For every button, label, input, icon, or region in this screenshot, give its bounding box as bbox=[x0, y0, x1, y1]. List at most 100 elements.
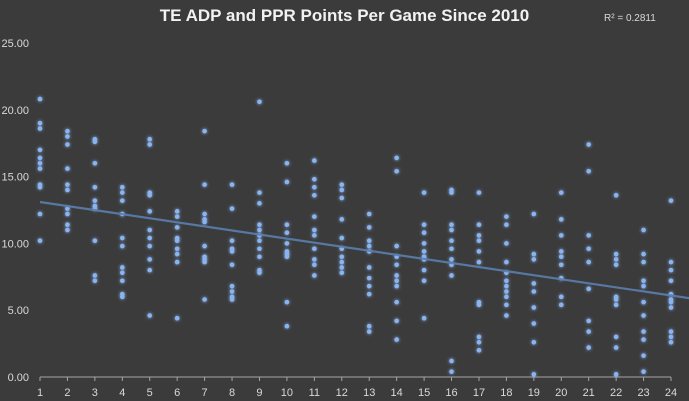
data-point bbox=[586, 286, 591, 292]
x-tick-label: 15 bbox=[418, 387, 430, 399]
data-point bbox=[202, 182, 207, 187]
data-point bbox=[257, 99, 262, 105]
data-point bbox=[312, 214, 317, 219]
trendline bbox=[39, 200, 689, 300]
data-point bbox=[202, 211, 207, 217]
data-point bbox=[284, 241, 290, 246]
data-point bbox=[174, 246, 180, 252]
data-point bbox=[312, 227, 317, 233]
data-point bbox=[229, 238, 235, 244]
data-point bbox=[120, 265, 125, 270]
data-point bbox=[147, 267, 153, 273]
data-point bbox=[257, 222, 262, 227]
data-point bbox=[613, 251, 619, 257]
data-point bbox=[421, 249, 427, 254]
data-point bbox=[366, 275, 372, 281]
data-point bbox=[339, 270, 345, 276]
data-point bbox=[37, 211, 43, 217]
data-point bbox=[421, 222, 427, 227]
data-point bbox=[394, 155, 399, 161]
data-point bbox=[229, 289, 235, 294]
data-point bbox=[174, 251, 180, 257]
data-point bbox=[312, 158, 317, 163]
chart-title: TE ADP and PPR Points Per Game Since 201… bbox=[159, 6, 530, 25]
x-tick-label: 9 bbox=[256, 387, 262, 399]
data-point bbox=[147, 193, 153, 198]
data-point bbox=[558, 254, 564, 260]
data-point bbox=[449, 369, 454, 374]
y-tick-label: 20.00 bbox=[1, 105, 29, 117]
data-point bbox=[641, 278, 646, 284]
data-point bbox=[202, 259, 207, 265]
data-point bbox=[257, 190, 262, 195]
data-point bbox=[339, 235, 345, 241]
data-point bbox=[504, 302, 509, 308]
data-point bbox=[641, 299, 646, 305]
data-point bbox=[65, 142, 70, 147]
data-point bbox=[586, 168, 591, 174]
data-point bbox=[668, 198, 674, 203]
data-point bbox=[531, 305, 537, 310]
y-tick-label: 10.00 bbox=[1, 238, 29, 250]
data-point bbox=[174, 238, 180, 244]
data-point bbox=[641, 227, 646, 233]
data-point bbox=[37, 238, 43, 244]
data-point bbox=[65, 134, 70, 139]
y-tick-label: 15.00 bbox=[1, 172, 29, 184]
data-point bbox=[366, 225, 372, 230]
data-point bbox=[366, 323, 372, 329]
x-tick-label: 20 bbox=[555, 387, 567, 399]
x-tick-label: 22 bbox=[610, 387, 622, 399]
r-squared-label: R² = 0.2811 bbox=[604, 13, 656, 24]
data-point bbox=[65, 222, 70, 227]
data-point bbox=[641, 283, 646, 289]
data-point bbox=[257, 254, 262, 260]
data-point bbox=[421, 278, 427, 284]
data-point bbox=[339, 195, 345, 201]
data-point bbox=[668, 259, 674, 265]
data-point bbox=[284, 254, 290, 260]
data-point bbox=[120, 294, 125, 300]
data-point bbox=[531, 289, 537, 294]
data-point bbox=[65, 182, 70, 187]
data-point bbox=[641, 369, 646, 374]
data-point bbox=[229, 297, 235, 302]
data-point bbox=[37, 166, 43, 171]
data-point bbox=[257, 246, 262, 252]
data-point bbox=[65, 227, 70, 233]
data-point bbox=[92, 184, 98, 190]
data-point bbox=[257, 201, 262, 206]
data-point bbox=[586, 246, 591, 252]
data-point bbox=[339, 217, 345, 222]
data-point bbox=[257, 270, 262, 276]
data-point bbox=[147, 136, 153, 142]
data-point bbox=[531, 257, 537, 262]
data-point bbox=[202, 243, 207, 249]
data-point bbox=[202, 297, 207, 302]
x-tick-label: 19 bbox=[528, 387, 540, 399]
data-point bbox=[229, 283, 235, 289]
x-tick-label: 13 bbox=[363, 387, 375, 399]
data-point bbox=[476, 233, 482, 238]
data-point bbox=[613, 345, 619, 350]
data-point bbox=[65, 211, 70, 217]
data-point bbox=[312, 176, 317, 182]
data-point bbox=[476, 259, 482, 265]
x-tick-label: 21 bbox=[583, 387, 595, 399]
data-point bbox=[504, 283, 509, 289]
data-point bbox=[421, 241, 427, 246]
x-tick-label: 11 bbox=[309, 387, 320, 399]
data-point bbox=[37, 120, 43, 126]
data-point bbox=[92, 160, 98, 166]
data-point bbox=[366, 265, 372, 270]
data-point bbox=[37, 184, 43, 190]
data-point bbox=[37, 160, 43, 166]
data-point bbox=[613, 257, 619, 262]
data-point bbox=[476, 347, 482, 353]
x-tick-label: 6 bbox=[174, 387, 180, 399]
x-tick-label: 24 bbox=[665, 387, 677, 399]
data-point bbox=[147, 313, 153, 318]
data-point bbox=[37, 147, 43, 153]
data-point bbox=[394, 262, 399, 268]
